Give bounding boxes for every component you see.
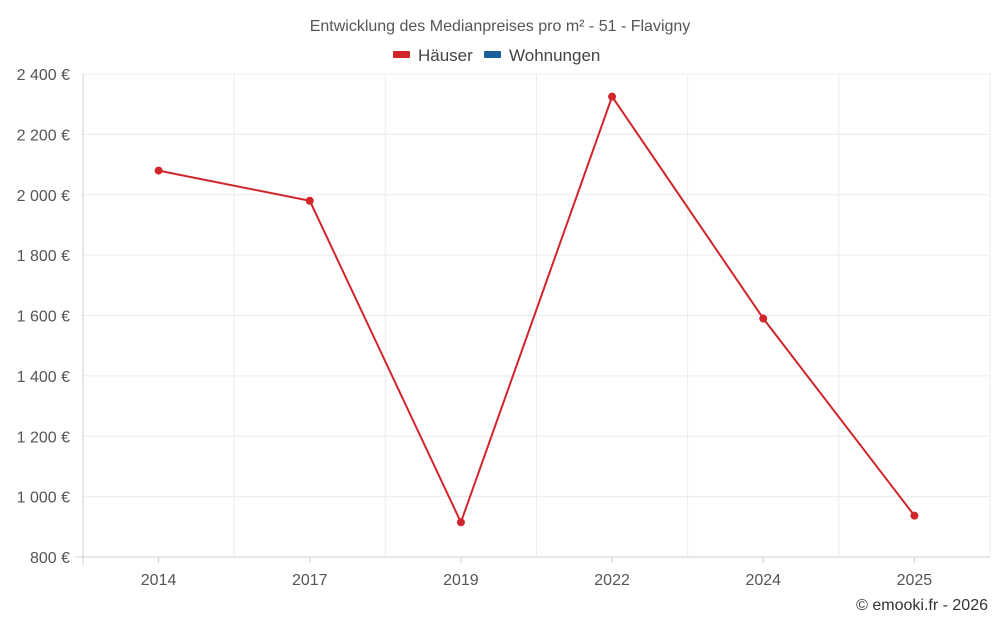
data-point[interactable] <box>910 511 919 520</box>
y-tick-label: 1 200 € <box>17 429 70 446</box>
axes: 800 € 1 000 € 1 200 € 1 400 € 1 600 € 1 800 €… <box>17 67 990 589</box>
legend: Häuser Wohnungen <box>393 46 600 65</box>
legend-swatch-haeuser <box>393 51 410 58</box>
legend-label-haeuser: Häuser <box>418 46 473 65</box>
chart-title: Entwicklung des Medianpreises pro m² - 5… <box>310 18 691 35</box>
series-haeuser <box>154 92 919 527</box>
legend-swatch-wohnungen <box>484 51 501 58</box>
data-point[interactable] <box>456 518 465 527</box>
x-tick-label: 2022 <box>594 572 630 589</box>
x-tick-label: 2025 <box>897 572 933 589</box>
x-tick-label: 2017 <box>292 572 328 589</box>
data-point[interactable] <box>305 196 314 205</box>
y-tick-label: 800 € <box>30 550 70 567</box>
series-line <box>158 94 916 525</box>
x-tick-label: 2019 <box>443 572 479 589</box>
y-tick-label: 2 000 € <box>17 188 70 205</box>
y-tick-label: 1 800 € <box>17 248 70 265</box>
y-tick-label: 2 200 € <box>17 127 70 144</box>
x-tick-label: 2014 <box>141 572 177 589</box>
legend-item-haeuser[interactable]: Häuser <box>393 46 473 65</box>
y-tick-label: 2 400 € <box>17 67 70 84</box>
data-point[interactable] <box>608 92 617 101</box>
y-tick-label: 1 600 € <box>17 309 70 326</box>
credit-text: © emooki.fr - 2026 <box>856 597 988 614</box>
grid <box>83 73 991 557</box>
y-tick-label: 1 400 € <box>17 369 70 386</box>
y-tick-label: 1 000 € <box>17 490 70 507</box>
data-point[interactable] <box>154 166 163 175</box>
data-point[interactable] <box>759 314 768 323</box>
legend-label-wohnungen: Wohnungen <box>509 46 600 65</box>
legend-item-wohnungen[interactable]: Wohnungen <box>484 46 600 65</box>
x-tick-label: 2024 <box>745 572 781 589</box>
